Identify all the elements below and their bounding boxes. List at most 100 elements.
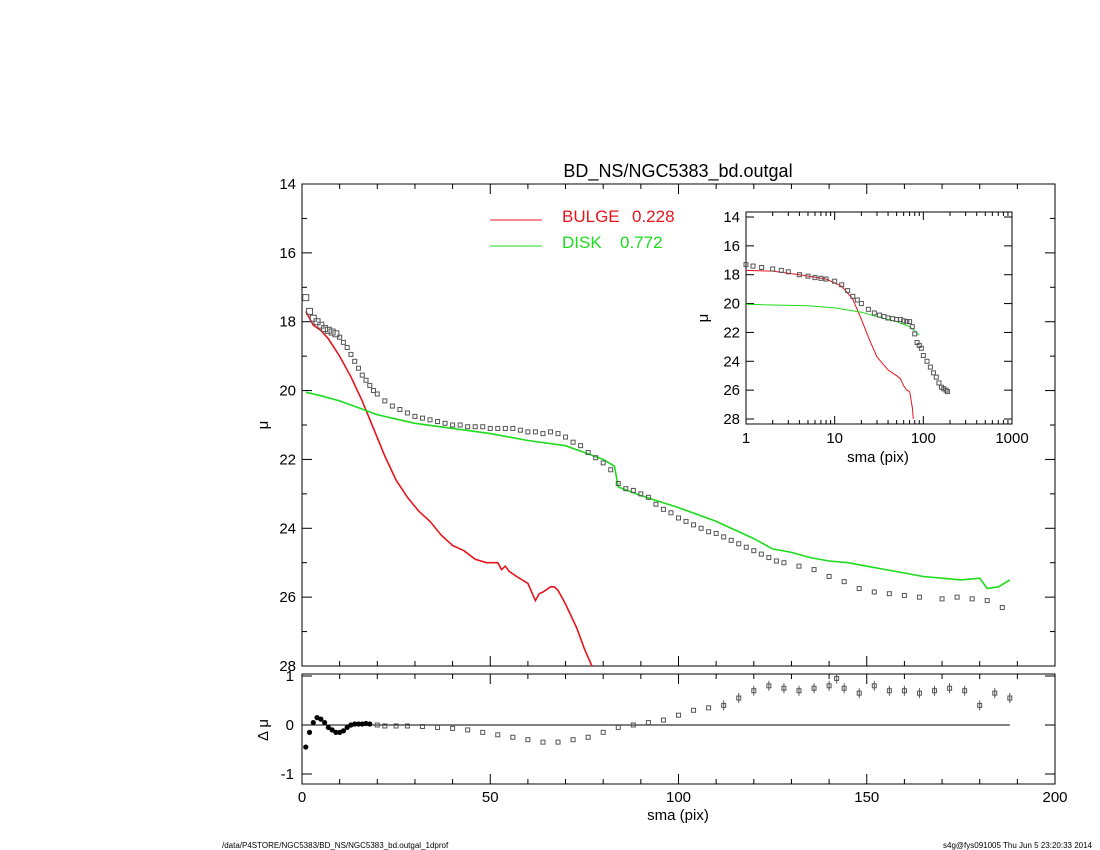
main-data-point [371, 388, 377, 394]
residual-point [570, 737, 576, 743]
inset-data-point [871, 310, 877, 316]
main-data-point [766, 555, 772, 561]
main-axes: 14 16 18 20 22 24 26 28 [279, 176, 1056, 675]
residual-xtick-label: 0 [298, 789, 306, 806]
inset-data-point [778, 267, 784, 273]
main-panel: 14 16 18 20 22 24 26 28 μ BULGE 0.228 DISK 0.77… [255, 176, 1056, 675]
main-data-point [623, 486, 629, 492]
main-data-point [427, 417, 433, 423]
inset-panel: 14 16 18 20 22 24 26 281 10 100 1000 μ sma (pix) [695, 209, 1029, 466]
residual-point [303, 744, 309, 750]
main-data-point [841, 579, 847, 585]
residual-ytick-label: -1 [281, 766, 294, 783]
inset-data-point [918, 345, 924, 351]
main-data-point [404, 410, 410, 416]
main-data-point [328, 328, 336, 336]
main-data-point [324, 326, 332, 334]
residual-xtick-label: 100 [666, 789, 691, 806]
main-data-point [676, 515, 681, 521]
inset-data-point [770, 266, 776, 272]
inset-bulge-line [745, 269, 914, 420]
main-data-point [532, 429, 538, 435]
main-data-point [563, 434, 569, 440]
inset-data-point [832, 278, 838, 284]
residual-point [340, 728, 347, 734]
residual-point [374, 722, 380, 728]
inset-data-point [796, 272, 802, 278]
residual-point [834, 675, 840, 681]
residual-ytick-label: 1 [286, 668, 294, 685]
inset-data-point [823, 276, 829, 282]
main-data-point [352, 358, 358, 364]
main-data-point [653, 501, 659, 507]
residual-point [367, 721, 373, 727]
residual-point [856, 690, 862, 696]
inset-data-point [930, 370, 936, 376]
inset-data-point [850, 293, 856, 299]
inset-ytick-label: 26 [723, 382, 740, 399]
inset-xtick-label: 10 [826, 430, 843, 447]
residual-point [751, 688, 757, 694]
residual-point [344, 724, 350, 731]
main-data-point [781, 560, 787, 566]
residual-point [660, 717, 666, 723]
residual-point [992, 690, 998, 696]
main-data-point [939, 596, 945, 602]
inset-data-point [865, 306, 871, 312]
inset-data-point [839, 282, 845, 288]
residual-point [318, 716, 324, 722]
main-data-point [547, 429, 553, 435]
inset-data-point [885, 315, 891, 321]
legend-bulge-label: BULGE [562, 207, 620, 226]
residual-point [333, 729, 339, 735]
main-data-point [397, 407, 403, 413]
residual-point [721, 702, 727, 708]
residual-point [465, 727, 471, 733]
residual-point [901, 688, 907, 694]
residual-point [630, 722, 636, 728]
main-ytick-label: 20 [279, 383, 296, 400]
main-data-point [683, 518, 689, 524]
inset-ytick-label: 16 [723, 238, 740, 255]
main-data-point [773, 558, 779, 564]
inset-xtick-label: 100 [911, 430, 936, 447]
inset-data-point [927, 364, 933, 370]
legend-disk-value: 0.772 [620, 233, 663, 252]
residual-point [676, 712, 681, 718]
main-ylabel: μ [255, 421, 272, 430]
residual-point [706, 705, 712, 711]
main-data-point [901, 592, 907, 598]
main-ytick-label: 24 [279, 520, 296, 537]
main-data-point [608, 467, 614, 473]
inset-data-point [845, 288, 851, 294]
main-data-point [668, 510, 674, 516]
main-data-point [337, 334, 343, 340]
residual-xlabel: sma (pix) [647, 807, 709, 824]
residual-point [811, 685, 817, 691]
main-data-point [578, 443, 584, 449]
main-data-point [555, 431, 561, 437]
main-data-point [615, 481, 621, 487]
inset-xlabel: sma (pix) [847, 449, 909, 466]
residual-point [645, 720, 651, 726]
inset-xtick-label: 1000 [995, 430, 1028, 447]
footer-right: s4g@fys091005 Thu Jun 5 23:20:33 2014 [943, 841, 1093, 850]
residual-point [826, 683, 832, 689]
inset-data-point [858, 301, 864, 307]
inset-data-point [944, 389, 950, 395]
residual-point [871, 683, 877, 689]
main-data-point [374, 391, 380, 397]
main-data-point [630, 487, 636, 493]
residual-point [916, 690, 922, 696]
main-ytick-label: 28 [279, 658, 296, 675]
residual-point [404, 723, 410, 729]
inset-data-point [785, 269, 791, 275]
main-ytick-label: 22 [279, 451, 296, 468]
inset-ytick-label: 14 [723, 209, 740, 226]
residual-point [585, 734, 591, 740]
main-data-point [728, 537, 734, 543]
footer-left: /data/P4STORE/NGC5383/BD_NS/NGC5383_bd.o… [222, 841, 449, 850]
residual-point [355, 721, 362, 727]
residual-point [691, 707, 697, 713]
